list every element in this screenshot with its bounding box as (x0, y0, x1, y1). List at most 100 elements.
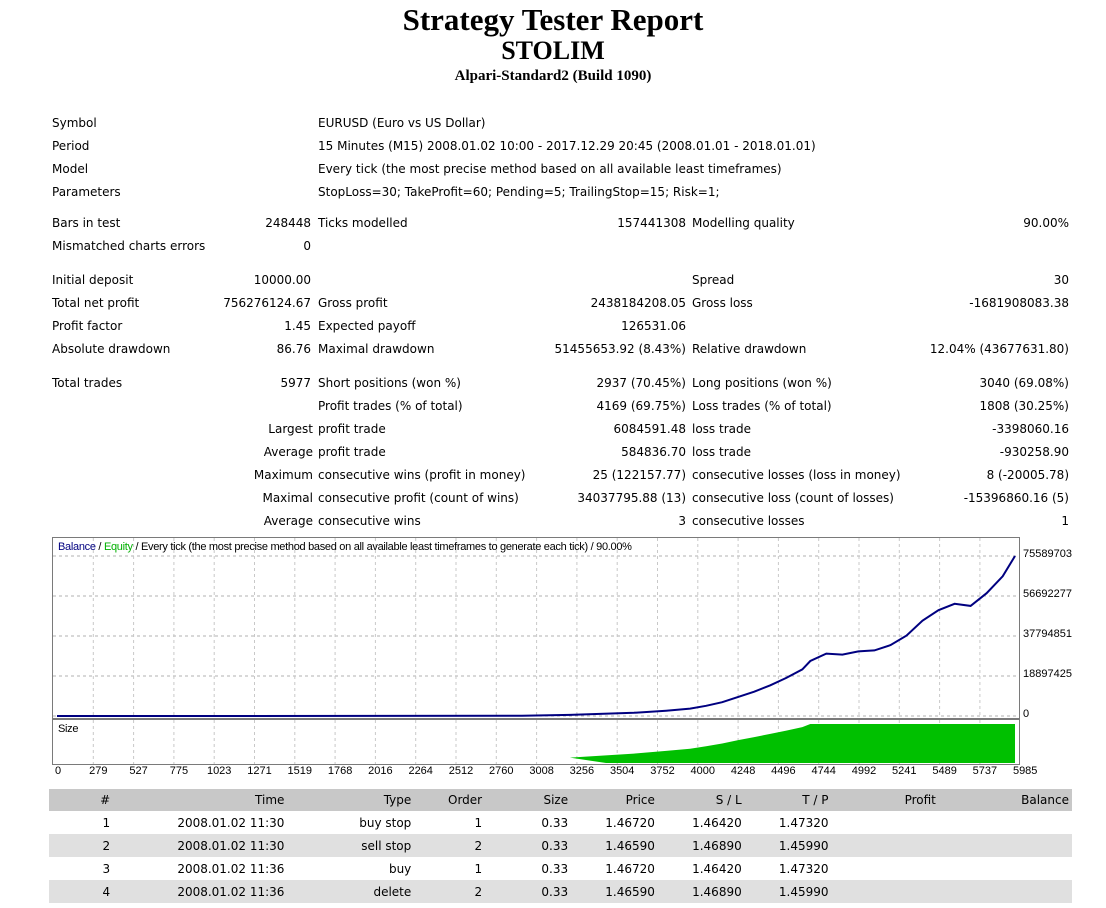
drawdown-row: Absolute drawdown 86.76 Maximal drawdown… (0, 338, 1106, 360)
table-cell: 0.33 (485, 834, 572, 857)
largest-profit-value: 6084591.48 (613, 422, 686, 436)
x-tick-label: 5985 (1012, 765, 1038, 777)
table-cell (832, 811, 939, 834)
x-tick-label: 1271 (247, 765, 272, 777)
table-cell: 2 (414, 880, 486, 903)
x-tick-label: 2760 (489, 765, 514, 777)
x-tick-label: 4248 (730, 765, 756, 777)
x-tick-label: 0 (54, 765, 62, 777)
max-cons-loss-value: -15396860.16 (5) (963, 491, 1069, 505)
avg-cons-wins-value: 3 (678, 514, 686, 528)
column-header: T / P (744, 789, 832, 811)
table-cell: 2008.01.02 11:30 (177, 815, 285, 830)
table-cell: 0.33 (541, 815, 569, 830)
table-cell: 1 (474, 815, 483, 830)
x-tick-label: 3504 (609, 765, 635, 777)
size-area (569, 724, 1015, 763)
pf-label: Profit factor (52, 319, 123, 333)
y-tick-label: 56692277 (1023, 588, 1072, 600)
symbol-value: EURUSD (Euro vs US Dollar) (318, 116, 486, 130)
x-tick-label: 5489 (932, 765, 957, 777)
legend-equity: Equity (103, 541, 133, 553)
maximum-row: Maximum consecutive wins (profit in mone… (0, 464, 1106, 486)
largest-row: Largest profit trade 6084591.48 loss tra… (0, 418, 1106, 440)
avg-cons-losses-value: 1 (1061, 514, 1069, 528)
trades-label: Total trades (52, 376, 123, 390)
absdd-label: Absolute drawdown (52, 342, 171, 356)
column-header: Profit (831, 789, 939, 811)
x-tick-label: 3752 (650, 765, 675, 777)
column-header: Price (571, 789, 658, 811)
table-cell: 1.46890 (657, 834, 745, 857)
x-tick-label: 279 (89, 765, 108, 777)
symbol-label: Symbol (52, 116, 97, 130)
model-value: Every tick (the most precise method base… (318, 162, 782, 176)
table-row: 2 2008.01.02 11:30 sell stop 2 0.33 1.46590 1.… (49, 834, 1072, 857)
x-tick-label: 3008 (529, 765, 554, 777)
payoff-value: 126531.06 (621, 319, 686, 333)
max-cons-wins-label: consecutive wins (profit in money) (318, 468, 526, 482)
model-label: Model (52, 162, 89, 176)
largest-loss-value: -3398060.16 (992, 422, 1069, 436)
table-row: 4 2008.01.02 11:36 delete 2 0.33 1.46590 1.468… (49, 880, 1072, 903)
table-cell (939, 811, 1072, 834)
parameters-label: Parameters (52, 185, 121, 199)
table-cell: 1.46890 (657, 880, 745, 903)
y-tick-label: 75589703 (1023, 548, 1072, 560)
max-cons-wins-value: 25 (122157.77) (592, 468, 686, 482)
x-tick-label: 4744 (811, 765, 836, 777)
balance-chart: Balance / Equity / Every tick (the most … (52, 537, 1020, 719)
bars-row: Bars in test 248448 Ticks modelled 15744… (0, 212, 1106, 234)
max-cons-loss-label: consecutive loss (count of losses) (692, 491, 894, 505)
average-profit-value: 584836.70 (621, 445, 686, 459)
trades-table-body: 1 2008.01.02 11:30 buy stop 1 0.33 1.46720 1.4… (49, 811, 1072, 903)
spread-value: 30 (1053, 273, 1069, 287)
model-row: Model Every tick (the most precise metho… (0, 158, 1106, 180)
x-tick-label: 1519 (287, 765, 313, 777)
grossprofit-label: Gross profit (318, 296, 388, 310)
table-cell: 1.45990 (744, 834, 832, 857)
deposit-row: Initial deposit 10000.00 Spread 30 (0, 269, 1106, 291)
period-label: Period (52, 139, 90, 153)
short-label: Short positions (won %) (318, 376, 461, 390)
expert-name: STOLIM (501, 36, 605, 65)
series-line-balance (57, 555, 1016, 717)
x-tick-label: 5737 (972, 765, 998, 777)
table-cell (938, 880, 1072, 903)
short-value: 2937 (70.45%) (596, 376, 686, 390)
period-value: 15 Minutes (M15) 2008.01.02 10:00 - 2017… (318, 139, 816, 153)
long-label: Long positions (won %) (692, 376, 832, 390)
table-cell: 3 (102, 861, 111, 876)
table-cell: 1 (474, 861, 483, 876)
ltrades-label: Loss trades (% of total) (692, 399, 832, 413)
table-cell: 1.47320 (778, 815, 829, 830)
ticks-value: 157441308 (617, 216, 686, 230)
bars-value: 248448 (265, 216, 311, 230)
avg-cons-wins-label: consecutive wins (318, 514, 421, 528)
table-cell: 1.46420 (692, 861, 742, 876)
server-name: Alpari-Standard2 (Build 1090) (454, 68, 652, 84)
x-tick-label: 1023 (206, 765, 232, 777)
maximal-row: Maximal consecutive profit (count of win… (0, 487, 1106, 509)
size-label: Size (58, 723, 79, 735)
x-tick-label: 4000 (690, 765, 716, 777)
column-header: S / L (657, 789, 745, 811)
quality-value: 90.00% (1023, 216, 1069, 230)
symbol-row: Symbol EURUSD (Euro vs US Dollar) (0, 112, 1106, 134)
average-loss-value: -930258.90 (999, 445, 1069, 459)
average-profit-label: profit trade (318, 445, 386, 459)
column-header: # (49, 789, 114, 811)
netprofit-value: 756276124.67 (223, 296, 311, 310)
table-cell: buy (388, 861, 412, 876)
size-chart: Size (52, 719, 1020, 765)
table-row: 3 2008.01.02 11:36 buy 1 0.33 1.46720 1.46420 1… (49, 857, 1072, 880)
x-tick-label: 2512 (448, 765, 474, 777)
mismatch-row: Mismatched charts errors 0 (0, 235, 1106, 257)
reldd-label: Relative drawdown (692, 342, 807, 356)
column-header: Time (113, 789, 288, 811)
y-tick-label: 18897425 (1023, 668, 1072, 680)
table-cell (831, 834, 939, 857)
maxdd-label: Maximal drawdown (318, 342, 435, 356)
quality-label: Modelling quality (692, 216, 795, 230)
